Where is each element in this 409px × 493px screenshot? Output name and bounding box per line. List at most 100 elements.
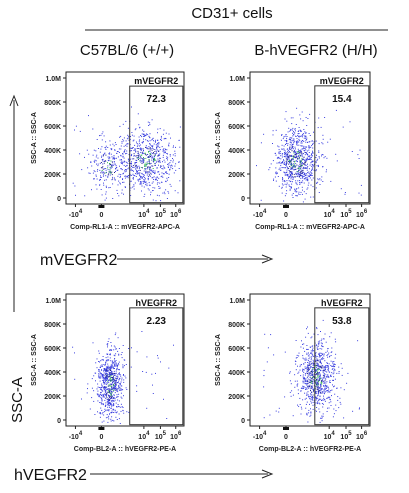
scatter-point [297,393,299,395]
scatter-point [327,386,329,388]
scatter-point [322,181,324,182]
scatter-point [164,161,166,163]
scatter-point [117,388,119,390]
scatter-point [294,160,296,162]
scatter-point [153,140,154,142]
scatter-point [310,172,312,174]
scatter-point [136,170,138,171]
scatter-point [104,393,106,395]
scatter-point [108,368,109,370]
scatter-point [145,172,147,174]
scatter-point [114,387,116,389]
scatter-point [307,366,309,368]
scatter-point [100,162,102,163]
scatter-point [327,141,329,143]
scatter-point [106,370,108,372]
scatter-point [79,130,81,132]
scatter-point [119,423,121,424]
scatter-point [124,177,126,179]
scatter-point [118,373,120,375]
scatter-point [102,412,104,413]
scatter-point [318,366,320,368]
scatter-point [308,374,310,376]
scatter-point [319,352,321,354]
scatter-point [317,380,319,382]
x-tick-label: 104 [324,209,336,219]
scatter-point [317,343,319,345]
scatter-point [311,168,313,170]
scatter-point [149,169,151,171]
scatter-point [299,364,301,366]
scatter-point [301,387,303,389]
scatter-point [108,395,110,396]
scatter-point [101,421,103,423]
scatter-point [310,380,312,382]
scatter-point [179,180,181,182]
scatter-point [112,380,114,382]
scatter-point [113,395,115,397]
scatter-point [315,359,317,361]
scatter-point [320,363,322,365]
scatter-point [145,371,147,373]
scatter-point [118,386,120,388]
y-tick-label: 600K [44,346,61,353]
scatter-point [120,162,122,164]
scatter-point [323,366,325,368]
scatter-point [154,140,156,142]
scatter-point [102,131,104,133]
scatter-point [303,174,305,175]
scatter-point [101,400,103,402]
scatter-point [311,164,313,166]
scatter-point [334,364,336,366]
scatter-point [134,182,136,184]
scatter-point [102,395,104,397]
scatter-point [310,389,311,391]
scatter-point [310,411,312,413]
scatter-point [322,134,324,136]
scatter-point [169,165,171,167]
scatter-point [297,365,298,367]
scatter-point [323,377,325,379]
scatter-point [105,169,107,171]
scatter-point [105,368,107,370]
scatter-point [331,351,333,353]
scatter-point [151,373,153,375]
scatter-point [290,137,292,139]
scatter-point [308,172,310,174]
row-label-2: hVEGFR2 [14,467,87,484]
scatter-point [108,418,110,420]
scatter-point [97,165,99,167]
scatter-point [110,167,112,169]
scatter-point [294,380,296,382]
scatter-point [297,175,299,177]
scatter-point [319,365,321,367]
scatter-point [114,380,116,382]
scatter-point [284,118,286,120]
scatter-point [169,183,171,185]
scatter-point [302,136,303,138]
scatter-point [99,169,101,171]
scatter-point [174,150,176,152]
scatter-point [303,153,304,155]
scatter-point [302,168,304,170]
gate-label: hVEGFR2 [136,298,178,308]
scatter-point [107,169,109,171]
scatter-point [132,166,134,168]
scatter-point [303,377,305,379]
scatter-point [282,162,284,164]
scatter-point [329,396,331,398]
scatter-point [320,179,322,181]
scatter-point [141,173,143,175]
scatter-point [101,375,103,377]
scatter-point [123,161,125,163]
scatter-point [291,176,293,178]
scatter-point [306,345,308,346]
scatter-point [293,165,294,167]
scatter-point [115,384,117,386]
scatter-point [281,183,283,185]
scatter-point [105,175,107,177]
scatter-point [317,348,318,350]
scatter-point [101,364,103,366]
scatter-point [147,177,149,179]
scatter-point [147,121,149,123]
